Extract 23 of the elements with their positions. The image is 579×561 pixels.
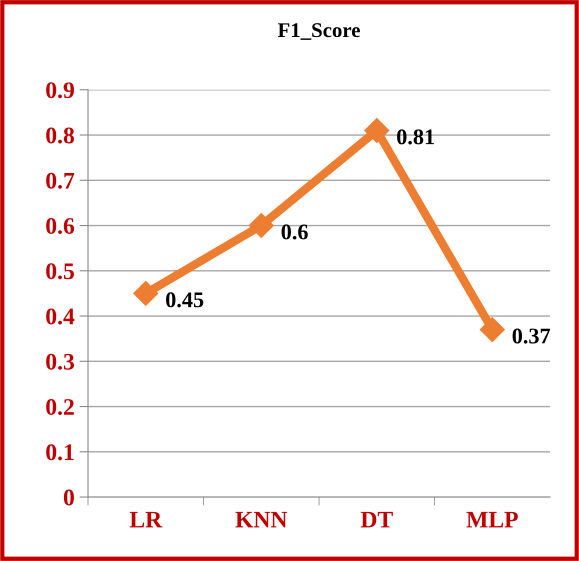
point — [248, 213, 274, 238]
y-tick-label: 0.9 — [46, 82, 74, 98]
x-tick-label: LR — [130, 512, 162, 528]
y-tick-label: 0.7 — [46, 172, 74, 189]
data-label: 0.6 — [282, 224, 308, 240]
data-label: 0.45 — [166, 292, 204, 308]
point — [364, 118, 390, 143]
y-tick-label: 0.2 — [46, 399, 74, 416]
x-tick-label: DT — [360, 512, 393, 528]
point — [133, 280, 158, 306]
y-tick-label: 0.6 — [46, 218, 74, 234]
point — [480, 317, 505, 342]
y-tick-label: 0.4 — [46, 308, 74, 325]
y-tick-label: 0.3 — [46, 354, 74, 370]
y-tick-label: 0 — [64, 490, 74, 506]
x-tick-label: MLP — [466, 512, 518, 528]
y-tick-label: 0.5 — [46, 263, 74, 280]
y-tick-label: 0.1 — [46, 444, 74, 460]
chart-title: F1_Score — [278, 23, 360, 40]
y-tick-label: 0.8 — [46, 128, 74, 144]
data-label: 0.37 — [512, 328, 550, 344]
data-label: 0.81 — [397, 129, 434, 144]
x-tick-label: KNN — [235, 512, 288, 528]
